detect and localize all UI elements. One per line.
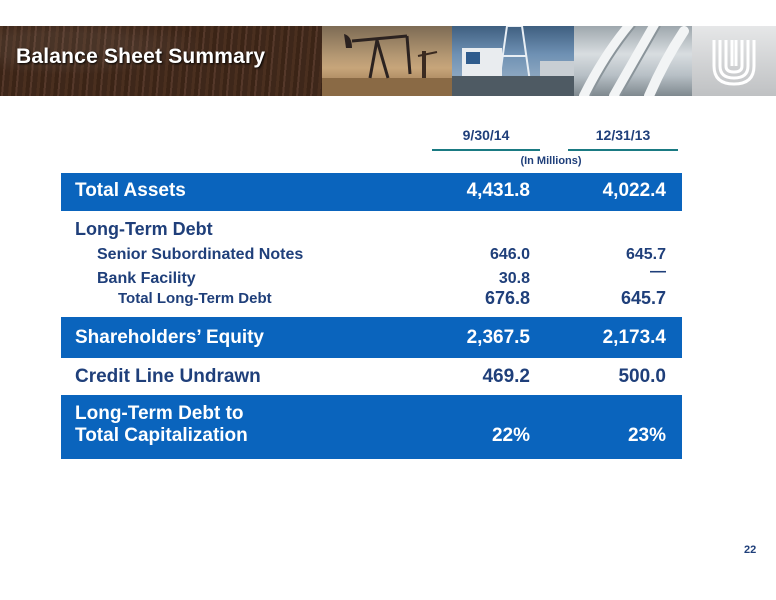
shareholders-equity-row: Shareholders’ Equity 2,367.5 2,173.4	[61, 317, 682, 358]
company-logo-icon	[712, 40, 756, 86]
oil-pumpjack-photo	[322, 26, 452, 96]
value-2014: 2,367.5	[466, 327, 530, 348]
company-logo	[692, 26, 776, 96]
total-assets-row: Total Assets 4,431.8 4,022.4	[61, 173, 682, 211]
page-title: Balance Sheet Summary	[16, 45, 266, 68]
value-2013: 4,022.4	[602, 180, 666, 201]
wood-texture-panel	[0, 26, 322, 96]
value-2014: 22%	[491, 425, 530, 446]
bank-facility-2013: —	[650, 263, 666, 280]
pipeline-icon	[579, 26, 689, 96]
page-number: 22	[744, 544, 757, 556]
value-2014: 4,431.8	[466, 180, 530, 201]
column-rule	[432, 149, 540, 151]
rig-icon	[452, 26, 574, 96]
total-ltd-2014: 676.8	[484, 288, 530, 308]
column-rule	[568, 149, 678, 151]
credit-line-row: Credit Line Undrawn 469.2 500.0	[61, 358, 682, 394]
total-ltd-label: Total Long-Term Debt	[118, 290, 272, 307]
row-label: Shareholders’ Equity	[75, 327, 264, 348]
pipelines-photo	[574, 26, 692, 96]
debt-to-capitalization-row: Long-Term Debt to Total Capitalization 2…	[61, 395, 682, 459]
total-ltd-2013: 645.7	[620, 288, 666, 308]
row-label: Long-Term Debt to Total Capitalization	[75, 403, 248, 447]
value-2013: 500.0	[618, 366, 666, 387]
row-label-line1: Long-Term Debt to	[75, 403, 244, 424]
senior-notes-2014: 646.0	[489, 246, 530, 263]
long-term-debt-section: Long-Term Debt Senior Subordinated Notes…	[61, 211, 682, 316]
bank-facility-2014: 30.8	[498, 270, 530, 287]
row-label: Long-Term Debt	[75, 219, 213, 239]
value-2014: 469.2	[482, 366, 530, 387]
senior-notes-2013: 645.7	[625, 246, 666, 263]
value-2013: 2,173.4	[602, 327, 666, 348]
column-header-dec-2013: 12/31/13	[595, 127, 651, 143]
senior-notes-label: Senior Subordinated Notes	[97, 246, 304, 263]
row-label: Credit Line Undrawn	[75, 366, 261, 387]
value-2013: 23%	[627, 425, 666, 446]
drilling-rig-photo	[452, 26, 574, 96]
row-label: Total Assets	[75, 180, 186, 201]
row-label-line2: Total Capitalization	[75, 425, 248, 446]
units-note: (In Millions)	[520, 155, 582, 167]
pumpjack-icon	[322, 34, 452, 96]
bank-facility-label: Bank Facility	[97, 270, 196, 287]
column-header-sep-2014: 9/30/14	[462, 127, 510, 143]
header-banner: Balance Sheet Summary	[0, 26, 776, 96]
